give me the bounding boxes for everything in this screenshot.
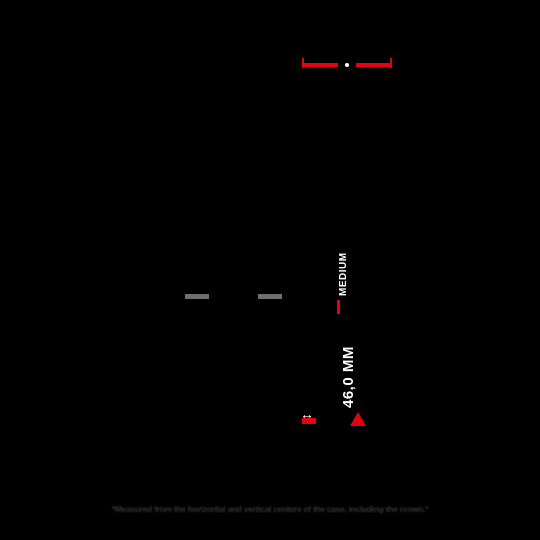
- grey-dash-1: [185, 294, 209, 299]
- top-dim-center-dot: [345, 63, 349, 67]
- dimension-separator-tick: [337, 300, 340, 314]
- top-dim-bar-left: [302, 63, 338, 67]
- top-dim-bar-right: [356, 63, 392, 67]
- top-dim-tick-right: [390, 58, 392, 68]
- dimension-size-label: MEDIUM: [338, 252, 349, 296]
- dimension-size-text: MEDIUM: [338, 252, 349, 296]
- top-dim-tick-left: [302, 58, 304, 68]
- dimension-value-label: 46,0 MM: [340, 346, 357, 408]
- bottom-red-triangle-icon: [350, 412, 366, 426]
- dimension-value-text: 46,0 MM: [340, 346, 357, 408]
- footer-fineprint: *Measured from the horizontal and vertic…: [0, 504, 540, 514]
- bottom-red-segment: [302, 418, 316, 424]
- grey-dash-2: [258, 294, 282, 299]
- diagram-stage: 46,0 MM MEDIUM ↔ *Measured from the hori…: [0, 0, 540, 540]
